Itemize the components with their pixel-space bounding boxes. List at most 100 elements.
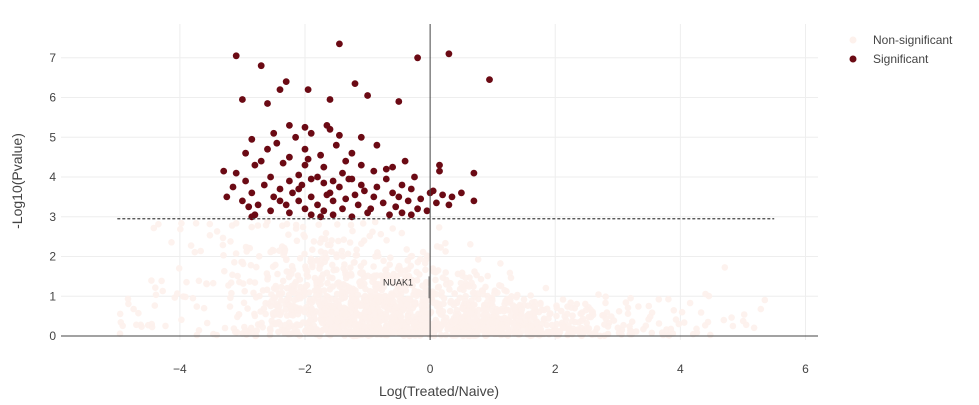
non-significant-point — [367, 292, 375, 300]
significant-point — [282, 201, 290, 209]
x-axis-title: Log(Treated/Naive) — [379, 383, 499, 399]
significant-point — [404, 197, 412, 205]
non-significant-point — [260, 305, 268, 312]
significant-point — [470, 197, 478, 205]
non-significant-point — [421, 314, 428, 321]
non-significant-point — [479, 306, 487, 313]
significant-point — [423, 207, 431, 215]
non-significant-point — [291, 296, 298, 304]
non-significant-point — [336, 283, 343, 290]
significant-point — [248, 189, 256, 197]
non-significant-point — [600, 312, 607, 319]
non-significant-point — [240, 299, 248, 307]
non-significant-point — [349, 287, 356, 295]
legend-item-non-significant[interactable]: Non-significant — [849, 33, 954, 47]
non-significant-point — [479, 318, 487, 326]
non-significant-point — [411, 287, 419, 295]
significant-point — [301, 123, 309, 131]
non-significant-point — [370, 263, 377, 270]
non-significant-point — [227, 238, 234, 245]
non-significant-point — [294, 321, 302, 329]
significant-point — [304, 86, 312, 93]
non-significant-point — [308, 306, 315, 314]
non-significant-point — [334, 221, 341, 228]
non-significant-point — [313, 257, 321, 264]
non-significant-point — [454, 270, 462, 278]
significant-point — [248, 135, 256, 143]
significant-point — [295, 197, 303, 205]
non-significant-point — [544, 328, 551, 336]
non-significant-point — [372, 286, 380, 293]
non-significant-point — [274, 270, 281, 278]
significant-point — [264, 100, 271, 107]
non-significant-point — [353, 246, 360, 253]
non-significant-point — [559, 296, 567, 303]
non-significant-point — [318, 235, 325, 242]
non-significant-point — [133, 321, 140, 329]
non-significant-point — [415, 327, 423, 335]
non-significant-point — [335, 237, 342, 245]
non-significant-point — [327, 315, 335, 323]
non-significant-point — [474, 256, 482, 263]
non-significant-point — [512, 307, 519, 314]
non-significant-point — [640, 325, 647, 333]
non-significant-point — [420, 290, 427, 297]
non-significant-point — [226, 303, 234, 310]
non-significant-point — [558, 319, 566, 327]
non-significant-point — [511, 330, 519, 337]
legend-label-non-significant: Non-significant — [873, 33, 953, 47]
non-significant-point — [288, 303, 296, 310]
x-tick-label: 4 — [677, 362, 684, 376]
non-significant-point — [382, 266, 390, 273]
non-significant-point — [432, 290, 440, 298]
significant-point — [295, 185, 303, 193]
significant-point — [436, 167, 443, 175]
significant-point — [395, 98, 403, 105]
non-significant-point — [300, 231, 307, 239]
non-significant-point — [697, 309, 705, 316]
non-significant-point — [537, 301, 544, 308]
non-significant-point — [404, 266, 412, 273]
non-significant-point — [328, 237, 336, 244]
significant-point — [329, 211, 337, 219]
non-significant-point — [400, 321, 408, 328]
non-significant-point — [386, 261, 394, 269]
non-significant-point — [397, 287, 404, 294]
non-significant-point — [507, 312, 515, 320]
non-significant-point — [187, 242, 195, 249]
significant-point — [329, 197, 337, 205]
non-significant-point — [446, 286, 453, 293]
non-significant-point — [675, 320, 683, 328]
significant-point — [257, 157, 265, 165]
non-significant-points — [116, 218, 769, 340]
non-significant-point — [655, 320, 663, 327]
significant-point — [326, 96, 334, 103]
non-significant-point — [372, 317, 380, 325]
significant-point — [342, 195, 350, 203]
non-significant-point — [232, 250, 240, 257]
non-significant-point — [317, 301, 325, 309]
non-significant-point — [251, 279, 259, 286]
non-significant-point — [531, 298, 538, 306]
non-significant-point — [345, 272, 352, 279]
non-significant-point — [520, 301, 528, 309]
non-significant-point — [272, 302, 280, 309]
non-significant-point — [420, 301, 428, 309]
non-significant-point — [244, 305, 251, 312]
legend-item-significant[interactable]: Significant — [849, 52, 930, 66]
non-significant-point — [246, 278, 254, 285]
non-significant-point — [720, 316, 728, 324]
non-significant-point — [315, 221, 323, 228]
non-significant-point — [347, 221, 355, 229]
non-significant-point — [289, 288, 297, 295]
non-significant-point — [615, 329, 623, 337]
non-significant-point — [182, 293, 189, 301]
non-significant-point — [501, 324, 508, 331]
legend[interactable]: Non-significant Significant — [849, 33, 954, 66]
non-significant-point — [221, 324, 229, 332]
significant-point — [229, 183, 237, 191]
non-significant-point — [135, 309, 142, 317]
x-tick-label: 6 — [802, 362, 809, 376]
non-significant-point — [693, 325, 700, 333]
non-significant-point — [406, 295, 414, 303]
